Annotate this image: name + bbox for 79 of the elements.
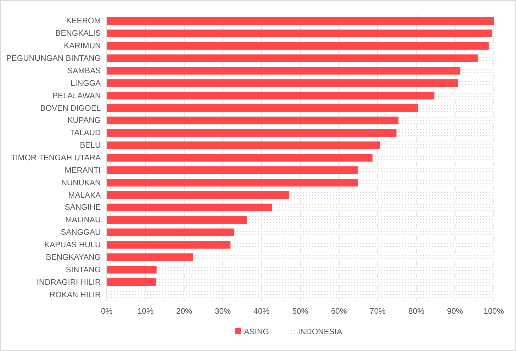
- y-tick-label: KARIMUN: [64, 42, 102, 51]
- y-tick-label: TALAUD: [70, 128, 102, 138]
- bar: [272, 204, 494, 212]
- bar: [358, 179, 494, 187]
- bar: [107, 54, 479, 62]
- y-tick-label: BENGKALIS: [56, 29, 101, 38]
- y-tick-label: SAMBAS: [68, 66, 101, 76]
- bar: [107, 67, 461, 75]
- y-tick-label: KEEROM: [66, 16, 102, 26]
- bar: [107, 204, 273, 212]
- x-tick-label: 100%: [484, 307, 504, 316]
- bar: [107, 17, 494, 26]
- y-tick-label: BENGKAYANG: [46, 252, 101, 262]
- y-tick-label: MALAKA: [68, 190, 102, 200]
- y-tick-label: SANGGAU: [60, 228, 102, 238]
- bar: [107, 254, 194, 262]
- bar: [107, 116, 399, 125]
- y-tick-label: INDRAGIRI HILIR: [36, 278, 102, 287]
- bar: [372, 154, 494, 162]
- y-tick-label: MALINAU: [65, 216, 102, 225]
- bar: [107, 278, 156, 286]
- y-tick-label: BOVEN DIGOEL: [40, 104, 102, 113]
- bar: [290, 191, 494, 200]
- bar: [107, 216, 248, 224]
- bar: [107, 154, 373, 162]
- bar: [107, 266, 157, 274]
- legend-label: INDONESIA: [298, 328, 343, 336]
- bar: [156, 266, 494, 274]
- x-tick-label: 20%: [176, 307, 192, 316]
- bar: [247, 216, 494, 224]
- legend-label: ASING: [244, 328, 270, 336]
- y-tick-label: NUNUKAN: [61, 178, 102, 188]
- y-tick-label: LINGGA: [70, 78, 102, 88]
- bar: [478, 54, 494, 62]
- bar: [460, 67, 494, 75]
- y-tick-label: PEGUNUNGAN BINTANG: [6, 54, 101, 64]
- x-tick-label: 50%: [292, 307, 309, 316]
- bar: [193, 254, 494, 262]
- x-tick-label: 80%: [408, 307, 425, 316]
- bar: [107, 191, 290, 200]
- bar: [107, 92, 435, 100]
- y-tick-label: PELALAWAN: [52, 91, 102, 100]
- x-tick-label: 40%: [254, 307, 270, 316]
- bar: [230, 241, 494, 249]
- bar: [107, 166, 359, 174]
- y-tick-label: SANGIHE: [64, 203, 101, 212]
- x-tick-label: 30%: [215, 307, 232, 316]
- x-tick-label: 70%: [370, 307, 386, 316]
- bar: [107, 179, 359, 187]
- y-tick-label: MERANTI: [65, 166, 101, 175]
- bar: [458, 80, 494, 88]
- y-tick-label: KUPANG: [68, 116, 101, 126]
- x-tick-label: 10%: [138, 307, 154, 316]
- bar: [107, 290, 494, 299]
- y-tick-label: KAPUAS HULU: [44, 240, 102, 250]
- bar: [434, 92, 494, 100]
- y-tick-label: SINTANG: [66, 265, 101, 274]
- y-tick-label: TIMOR TENGAH UTARA: [11, 154, 102, 162]
- bar: [398, 116, 494, 125]
- bar: [107, 42, 489, 50]
- bar: [358, 166, 494, 174]
- bar: [107, 104, 418, 112]
- bar: [107, 228, 234, 236]
- x-tick-label: 90%: [447, 307, 464, 316]
- bar: [107, 80, 458, 88]
- bar: [234, 228, 494, 236]
- y-tick-label: BELU: [80, 141, 102, 150]
- bar: [107, 129, 397, 137]
- bar: [107, 142, 381, 150]
- bar: [396, 129, 494, 137]
- bar: [107, 241, 231, 249]
- bar: [418, 104, 494, 112]
- bar: [156, 278, 494, 286]
- bar: [488, 42, 494, 50]
- y-tick-label: ROKAN HILIR: [50, 290, 102, 300]
- bar: [380, 142, 494, 150]
- bar: [107, 30, 492, 38]
- x-tick-label: 60%: [331, 307, 348, 316]
- x-tick-label: 0%: [101, 307, 113, 316]
